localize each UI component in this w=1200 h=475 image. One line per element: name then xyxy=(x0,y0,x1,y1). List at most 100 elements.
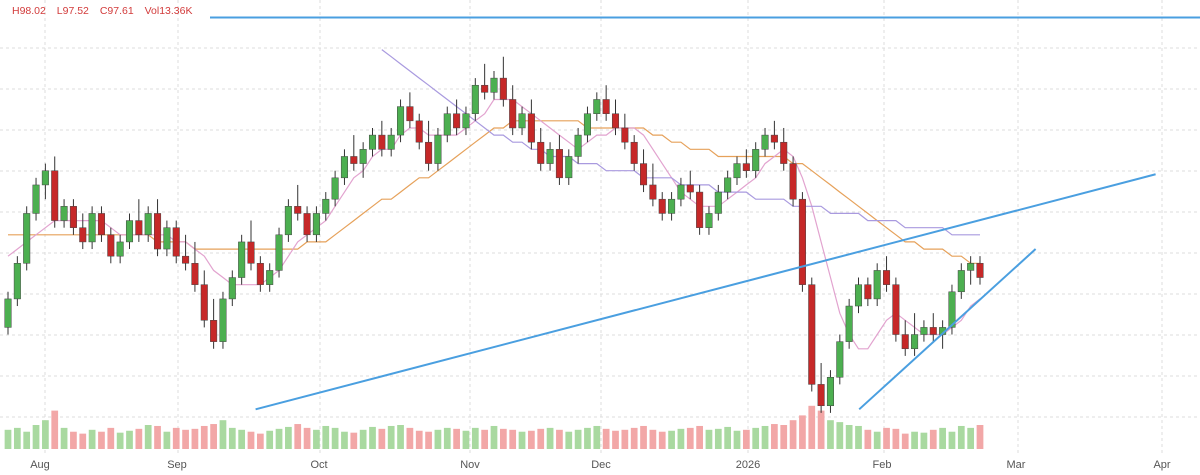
candle-up xyxy=(88,213,96,243)
candle-up xyxy=(331,177,339,200)
volume-bar xyxy=(238,429,246,449)
candle-up xyxy=(368,134,377,150)
volume-bar xyxy=(873,431,881,449)
volume-bar xyxy=(70,431,77,449)
candle-down xyxy=(191,263,199,285)
volume-bar xyxy=(574,429,582,449)
candle-up xyxy=(471,84,479,114)
volume-bar xyxy=(499,428,507,449)
volume-bar xyxy=(490,425,498,449)
volume-bar xyxy=(88,429,96,449)
volume-bar xyxy=(98,431,105,449)
volume-bar xyxy=(397,425,404,449)
volume-bar xyxy=(948,431,956,449)
candle-up xyxy=(714,191,722,214)
volume-bar xyxy=(313,429,320,449)
volume-bar xyxy=(107,427,115,449)
volume-bar xyxy=(929,429,937,449)
volume-bar xyxy=(182,429,189,449)
candle-down xyxy=(798,198,806,285)
candle-up xyxy=(13,263,21,300)
volume-bar xyxy=(808,405,816,449)
candle-down xyxy=(294,206,302,214)
candle-down xyxy=(378,134,386,150)
candle-up xyxy=(228,277,236,300)
volume-bar xyxy=(135,428,143,449)
volume-bar xyxy=(378,428,386,449)
candle-up xyxy=(144,213,152,236)
candle-up xyxy=(826,377,834,407)
candle-down xyxy=(303,213,311,236)
candle-down xyxy=(630,141,638,164)
volume-bar xyxy=(256,433,264,449)
volume-bar xyxy=(285,426,292,449)
volume-bar xyxy=(294,424,302,449)
volume-bar xyxy=(714,428,722,449)
volume-bar xyxy=(864,429,872,449)
candle-down xyxy=(537,141,545,164)
volume-bar xyxy=(228,427,236,449)
candle-up xyxy=(359,149,367,164)
volume-bar xyxy=(677,428,685,449)
volume-bar xyxy=(976,425,984,449)
candle-down xyxy=(611,113,620,129)
candle-up xyxy=(957,270,965,293)
volume-bar xyxy=(126,430,133,449)
candle-down xyxy=(247,241,255,264)
volume-bar xyxy=(4,429,12,449)
candle-up xyxy=(116,241,124,257)
volume-bar xyxy=(144,425,152,449)
x-axis-label: Nov xyxy=(460,459,480,471)
volume-bar xyxy=(957,425,965,449)
volume-bar xyxy=(528,430,535,449)
volume-bar xyxy=(443,427,451,449)
volume-bar xyxy=(32,425,40,449)
candle-down xyxy=(200,284,208,321)
volume-bar xyxy=(771,424,778,449)
x-axis-label: 2026 xyxy=(736,459,760,471)
candle-down xyxy=(770,134,778,143)
candle-up xyxy=(275,234,283,271)
candle-up xyxy=(41,170,49,186)
volume-bar xyxy=(696,425,703,449)
volume-bar xyxy=(42,420,49,449)
volume-bar xyxy=(303,427,311,449)
volume-bar xyxy=(13,427,21,449)
volume-bar xyxy=(415,430,423,449)
candle-up xyxy=(462,113,470,129)
ma-slow-line xyxy=(8,120,980,264)
candle-up xyxy=(163,227,171,250)
candle-down xyxy=(415,120,423,143)
low-value: L97.52 xyxy=(56,5,89,17)
candle-up xyxy=(854,284,863,307)
candle-down xyxy=(256,263,264,285)
volume-bar xyxy=(453,428,460,449)
candle-up xyxy=(387,134,395,150)
volume-bar xyxy=(939,427,946,449)
candle-up xyxy=(705,213,713,228)
candle-down xyxy=(901,334,909,350)
candle-up xyxy=(284,206,292,236)
candle-up xyxy=(4,298,12,328)
candle-down xyxy=(527,113,535,143)
volume-bar xyxy=(471,427,479,449)
volume-bar xyxy=(621,429,629,449)
candle-up xyxy=(873,270,881,300)
volume-bar xyxy=(331,427,339,449)
candle-down xyxy=(602,99,610,114)
volume-bar xyxy=(266,430,274,449)
candle-down xyxy=(696,191,704,228)
candle-up xyxy=(322,198,330,214)
candle-up xyxy=(593,99,601,114)
candle-up xyxy=(574,134,582,157)
candle-down xyxy=(107,234,115,257)
x-axis-label: Sep xyxy=(167,459,187,471)
volume-bar xyxy=(705,429,713,449)
candle-up xyxy=(565,156,573,179)
volume-bar xyxy=(425,431,432,449)
volume-bar xyxy=(584,427,591,449)
candle-up xyxy=(967,263,975,271)
volume-bar xyxy=(172,427,180,449)
volume-bar xyxy=(200,425,208,449)
